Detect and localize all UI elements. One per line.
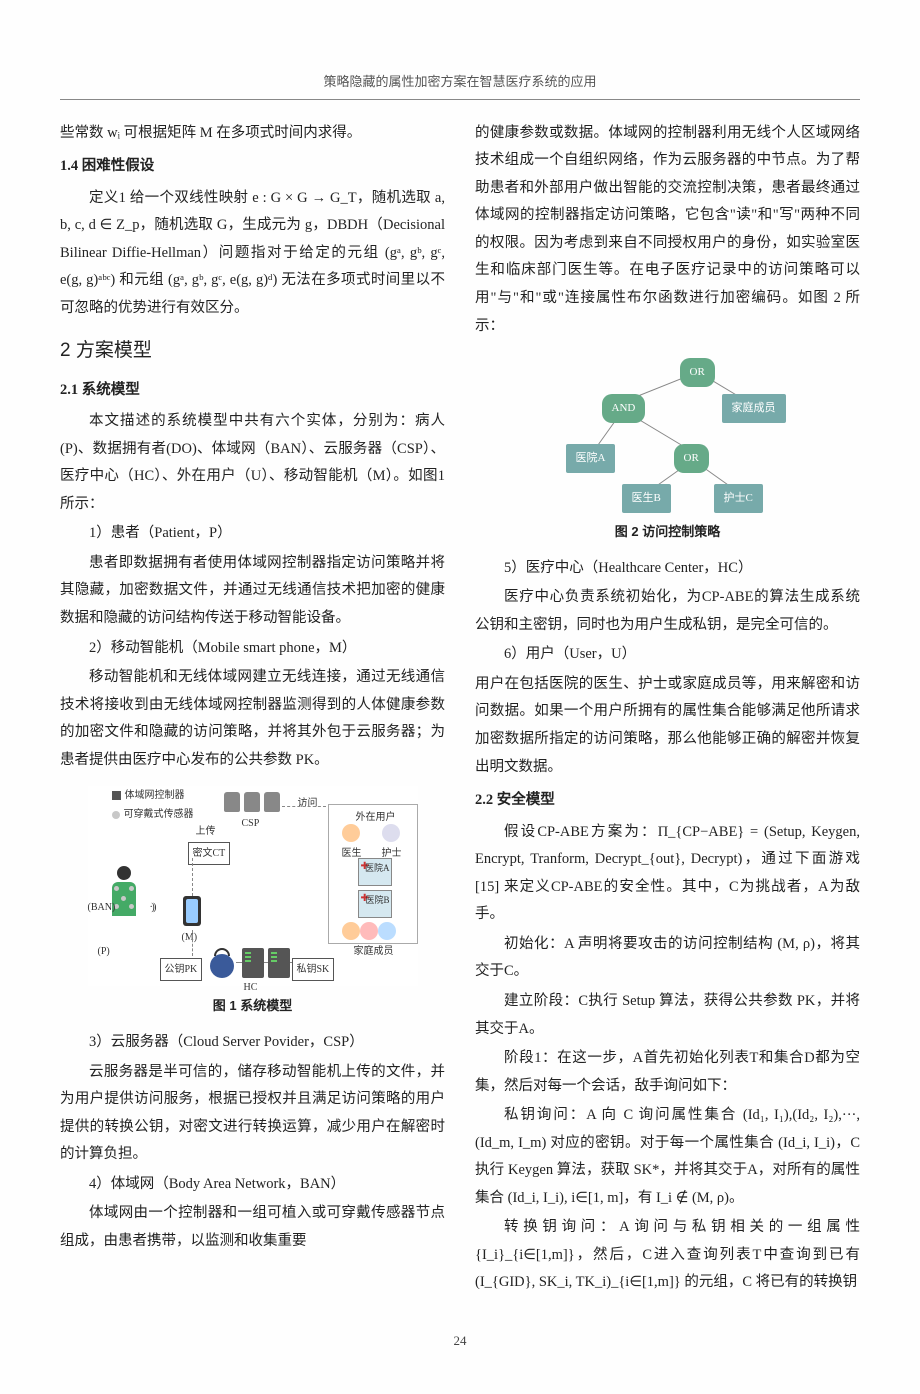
item-5: 5）医疗中心（Healthcare Center，HC） — [475, 555, 860, 583]
para: 假设CP-ABE方案为：Π_{CP−ABE} = (Setup, Keygen,… — [475, 819, 860, 929]
server-icon — [242, 948, 264, 978]
heading-2: 2 方案模型 — [60, 333, 445, 369]
node-hospital-a: 医院A — [566, 444, 616, 473]
family-icon — [360, 922, 378, 940]
family-icon — [378, 922, 396, 940]
server-icon — [268, 948, 290, 978]
db-icon — [244, 792, 260, 812]
hc-label: HC — [244, 978, 258, 997]
db-icon — [224, 792, 240, 812]
sk-label: 私钥SK — [292, 958, 335, 981]
node-family: 家庭成员 — [722, 394, 786, 423]
page-number: 24 — [60, 1329, 860, 1354]
p-label: (P) — [98, 942, 110, 961]
para: 转换钥询问：A询问与私钥相关的一组属性 {I_i}_{i∈[1,m]}，然后，C… — [475, 1214, 860, 1297]
fig1-legend: 体域网控制器 可穿戴式传感器 — [112, 786, 194, 824]
node-doctor-b: 医生B — [622, 484, 671, 513]
csp-label: CSP — [242, 814, 260, 833]
hospital-a-label: 医院A — [365, 860, 390, 877]
para: 的健康参数或数据。体域网的控制器利用无线个人区域网络技术组成一个自组织网络，作为… — [475, 120, 860, 340]
wireless-icon: · ) ) — [150, 898, 155, 917]
figure-1-system-model: 体域网控制器 可穿戴式传感器 CSP 外在用户 访问 医生 护士 医院A 医院B — [88, 786, 418, 986]
ban-label: (BAN) — [88, 898, 116, 917]
connector-line — [282, 806, 326, 807]
header-rule — [60, 99, 860, 100]
para: 云服务器是半可信的，储存移动智能机上传的文件，并为用户提供访问服务，根据已授权并… — [60, 1059, 445, 1169]
smartphone-icon — [183, 896, 201, 926]
db-icon — [264, 792, 280, 812]
figure-1-caption: 图 1 系统模型 — [60, 994, 445, 1019]
doctor-icon — [342, 824, 360, 842]
right-column: 的健康参数或数据。体域网的控制器利用无线个人区域网络技术组成一个自组织网络，作为… — [475, 120, 860, 1299]
family-icon — [342, 922, 360, 940]
item-1: 1）患者（Patient，P） — [60, 520, 445, 548]
two-column-layout: 些常数 wᵢ 可根据矩阵 M 在多项式时间内求得。 1.4 困难性假设 定义1 … — [60, 120, 860, 1299]
heading-2-2: 2.2 安全模型 — [475, 787, 860, 815]
item-2: 2）移动智能机（Mobile smart phone，M） — [60, 635, 445, 663]
connector-line — [192, 858, 193, 896]
figure-2-caption: 图 2 访问控制策略 — [475, 520, 860, 545]
connector-line — [192, 930, 193, 956]
visit-label: 访问 — [298, 794, 318, 813]
heading-1-4: 1.4 困难性假设 — [60, 153, 445, 181]
upload-label: 上传 — [196, 822, 216, 841]
pk-label: 公钥PK — [160, 958, 203, 981]
m-label: (M) — [182, 928, 198, 947]
para: 体域网由一个控制器和一组可植入或可穿戴传感器节点组成，由患者携带，以监测和收集重… — [60, 1200, 445, 1255]
legend-label-2: 可穿戴式传感器 — [124, 809, 194, 820]
legend-label-1: 体域网控制器 — [125, 790, 185, 801]
para: 移动智能机和无线体域网建立无线连接，通过无线通信技术将接收到由无线体域网控制器监… — [60, 664, 445, 774]
item-3: 3）云服务器（Cloud Server Povider，CSP） — [60, 1029, 445, 1057]
figure-2-access-policy: OR AND 家庭成员 医院A OR 医生B 护士C — [538, 352, 798, 512]
para: 初始化：A 声明将要攻击的访问控制结构 (M, ρ)，将其交于C。 — [475, 931, 860, 986]
para: 阶段1：在这一步，A首先初始化列表T和集合D都为空集，然后对每一个会话，敌手询问… — [475, 1045, 860, 1100]
heading-2-1: 2.1 系统模型 — [60, 377, 445, 405]
node-or: OR — [680, 358, 715, 387]
hc-agent-icon — [210, 954, 234, 978]
node-and: AND — [602, 394, 646, 423]
definition-1: 定义1 给一个双线性映射 e : G × G → G_T，随机选取 a, b, … — [60, 185, 445, 323]
ciphertext-label: 密文CT — [188, 842, 231, 865]
para: 用户在包括医院的医生、护士或家庭成员等，用来解密和访问数据。如果一个用户所拥有的… — [475, 671, 860, 781]
running-header: 策略隐藏的属性加密方案在智慧医疗系统的应用 — [60, 70, 860, 95]
para: 本文描述的系统模型中共有六个实体，分别为：病人(P)、数据拥有者(DO)、体域网… — [60, 408, 445, 518]
hospital-b-label: 医院B — [365, 892, 389, 909]
para: 些常数 wᵢ 可根据矩阵 M 在多项式时间内求得。 — [60, 120, 445, 148]
family-label: 家庭成员 — [354, 942, 394, 961]
para: 医疗中心负责系统初始化，为CP-ABE的算法生成系统公钥和主密钥，同时也为用户生… — [475, 584, 860, 639]
item-4: 4）体域网（Body Area Network，BAN） — [60, 1171, 445, 1199]
nurse-icon — [382, 824, 400, 842]
para: 建立阶段：C执行 Setup 算法，获得公共参数 PK，并将其交于A。 — [475, 988, 860, 1043]
item-6: 6）用户（User，U） — [475, 641, 860, 669]
node-or: OR — [674, 444, 709, 473]
para: 私钥询问：A 向 C 询问属性集合 (Id₁, I₁),(Id₂, I₂),··… — [475, 1102, 860, 1212]
para: 患者即数据拥有者使用体域网控制器指定访问策略并将其隐藏，加密数据文件，并通过无线… — [60, 550, 445, 633]
node-nurse-c: 护士C — [714, 484, 763, 513]
left-column: 些常数 wᵢ 可根据矩阵 M 在多项式时间内求得。 1.4 困难性假设 定义1 … — [60, 120, 445, 1299]
